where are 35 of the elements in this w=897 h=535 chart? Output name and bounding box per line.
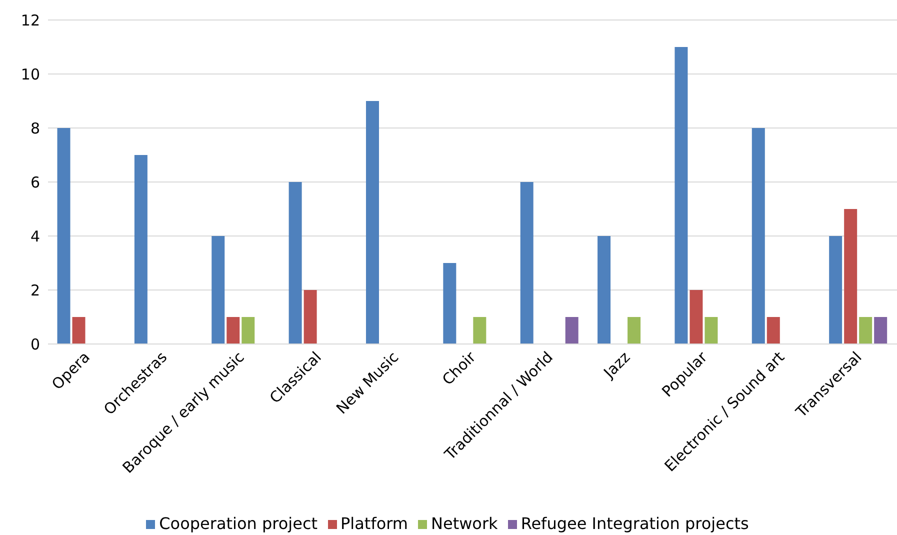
bar xyxy=(134,155,148,344)
legend-label: Cooperation project xyxy=(159,514,318,533)
bar xyxy=(859,317,872,344)
bar xyxy=(57,128,70,344)
y-tick-label: 6 xyxy=(30,173,40,192)
y-tick-label: 2 xyxy=(30,281,40,300)
y-tick-label: 4 xyxy=(30,227,40,246)
bar xyxy=(690,290,703,344)
bar xyxy=(752,128,765,344)
bar xyxy=(829,236,842,344)
bar xyxy=(565,317,578,344)
bar xyxy=(766,317,780,344)
bar xyxy=(288,182,302,344)
y-tick-label: 10 xyxy=(20,65,40,84)
bar xyxy=(598,236,611,344)
y-tick-label: 8 xyxy=(30,119,40,138)
bar xyxy=(242,317,255,344)
bar xyxy=(674,47,688,344)
bar xyxy=(212,236,225,344)
bar xyxy=(628,317,641,344)
bar xyxy=(443,263,456,344)
bar xyxy=(304,290,317,344)
y-tick-label: 12 xyxy=(20,11,40,30)
bar xyxy=(72,317,86,344)
legend-label: Network xyxy=(431,514,498,533)
bar xyxy=(704,317,718,344)
legend-label: Platform xyxy=(340,514,408,533)
bar xyxy=(226,317,240,344)
bar xyxy=(874,317,888,344)
bar xyxy=(366,101,379,344)
bar xyxy=(473,317,486,344)
y-tick-label: 0 xyxy=(30,335,40,354)
legend-label: Refugee Integration projects xyxy=(520,514,749,533)
bar xyxy=(520,182,534,344)
bar xyxy=(844,209,858,344)
